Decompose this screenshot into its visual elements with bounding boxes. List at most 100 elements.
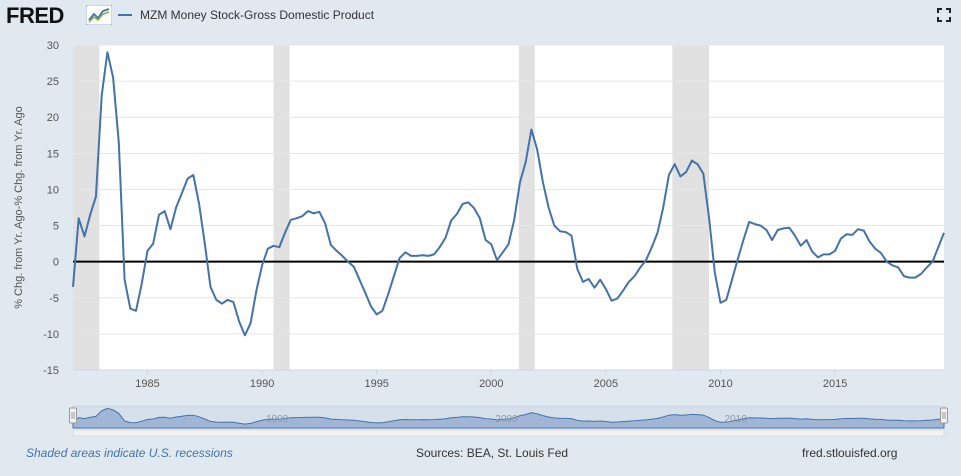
data-point — [915, 277, 917, 279]
data-point — [175, 207, 177, 209]
data-point — [628, 281, 630, 283]
series-line — [72, 51, 945, 337]
data-point — [594, 287, 596, 289]
data-point — [450, 220, 452, 222]
data-point — [164, 210, 166, 212]
data-point — [743, 239, 745, 241]
data-point — [554, 225, 556, 227]
navigator-series — [72, 407, 945, 429]
data-point — [789, 227, 791, 229]
navigator-scrollbar[interactable] — [72, 429, 945, 437]
data-point — [496, 259, 498, 261]
data-point — [783, 228, 785, 230]
data-point — [422, 254, 424, 256]
data-point — [726, 299, 728, 301]
data-point — [611, 300, 613, 302]
data-point — [416, 255, 418, 257]
data-point — [273, 245, 275, 247]
data-point — [817, 257, 819, 259]
data-point — [943, 232, 945, 234]
data-point — [513, 219, 515, 221]
legend[interactable]: MZM Money Stock-Gross Domestic Product — [118, 8, 374, 22]
data-point — [748, 221, 750, 223]
data-point — [405, 252, 407, 254]
data-point — [330, 244, 332, 246]
data-point — [428, 255, 430, 257]
navigator-label: 1990 — [266, 414, 289, 425]
data-point — [256, 290, 258, 292]
y-tick-label: 25 — [47, 76, 59, 88]
data-point — [605, 288, 607, 290]
fullscreen-icon[interactable] — [937, 8, 951, 22]
data-point — [559, 231, 561, 233]
data-point — [445, 237, 447, 239]
data-point — [622, 290, 624, 292]
data-point — [617, 298, 619, 300]
data-point — [456, 213, 458, 215]
data-point — [640, 267, 642, 269]
data-point — [313, 213, 315, 215]
legend-label: MZM Money Stock-Gross Domestic Product — [140, 8, 375, 22]
data-point — [170, 228, 172, 230]
data-point — [657, 232, 659, 234]
data-point — [238, 321, 240, 323]
data-point — [393, 275, 395, 277]
data-point — [468, 202, 470, 204]
data-point — [938, 246, 940, 248]
data-point — [691, 160, 693, 162]
data-point — [777, 229, 779, 231]
data-point — [806, 239, 808, 241]
data-point — [250, 322, 252, 324]
data-point — [479, 218, 481, 220]
data-point — [279, 246, 281, 248]
data-point — [599, 279, 601, 281]
data-point — [210, 286, 212, 288]
data-point — [462, 203, 464, 205]
data-point — [141, 283, 143, 285]
data-point — [233, 301, 235, 303]
sources: Sources: BEA, St. Louis Fed — [416, 446, 569, 460]
x-tick-label: 2010 — [708, 378, 732, 390]
fred-graph-icon — [86, 5, 112, 25]
data-point — [336, 250, 338, 252]
data-point — [135, 310, 137, 312]
data-point — [645, 259, 647, 261]
data-point — [221, 303, 223, 305]
data-point — [433, 254, 435, 256]
recession-note: Shaded areas indicate U.S. recessions — [26, 446, 233, 460]
data-point — [261, 265, 263, 267]
data-point — [852, 234, 854, 236]
x-tick-label: 1990 — [250, 378, 274, 390]
data-point — [89, 214, 91, 216]
data-point — [158, 214, 160, 216]
data-point — [651, 246, 653, 248]
data-point — [737, 259, 739, 261]
data-point — [634, 275, 636, 277]
data-point — [152, 243, 154, 245]
y-tick-label: -10 — [43, 329, 59, 341]
data-point — [571, 235, 573, 237]
recession-band — [73, 45, 100, 370]
data-point — [301, 215, 303, 217]
data-point — [187, 178, 189, 180]
data-point — [766, 229, 768, 231]
data-point — [897, 267, 899, 269]
y-tick-label: 30 — [47, 40, 59, 52]
x-tick-label: 2000 — [479, 378, 503, 390]
data-point — [324, 223, 326, 225]
y-tick-label: -15 — [43, 365, 59, 377]
data-point — [193, 174, 195, 176]
data-point — [869, 241, 871, 243]
data-point — [840, 238, 842, 240]
data-point — [674, 163, 676, 165]
data-point — [410, 255, 412, 257]
data-point — [364, 292, 366, 294]
data-point — [892, 265, 894, 267]
data-point — [577, 268, 579, 270]
navigator-handle-left[interactable] — [69, 407, 77, 424]
navigator-handle-right[interactable] — [940, 407, 948, 424]
data-point — [508, 244, 510, 246]
data-point — [382, 310, 384, 312]
data-point — [307, 210, 309, 212]
data-point — [267, 248, 269, 250]
